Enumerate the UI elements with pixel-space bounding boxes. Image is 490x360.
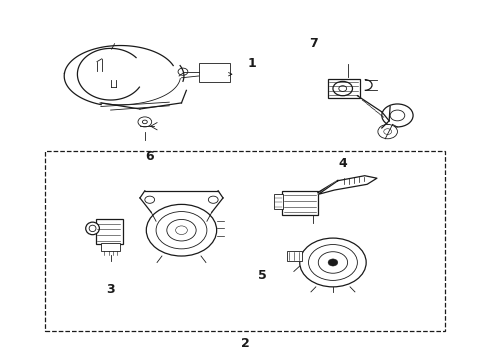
- Circle shape: [208, 196, 218, 203]
- Bar: [287, 251, 302, 261]
- Circle shape: [378, 125, 397, 139]
- Text: 4: 4: [339, 157, 347, 170]
- Bar: [274, 194, 283, 209]
- Circle shape: [382, 104, 413, 127]
- Text: 7: 7: [309, 37, 318, 50]
- Ellipse shape: [86, 222, 99, 235]
- Text: 5: 5: [258, 269, 267, 282]
- Bar: [45, 151, 445, 330]
- Bar: [282, 191, 319, 215]
- Text: 2: 2: [241, 337, 249, 350]
- Text: 6: 6: [146, 150, 154, 163]
- Circle shape: [145, 196, 155, 203]
- Circle shape: [328, 259, 338, 266]
- Bar: [328, 79, 360, 98]
- Text: 1: 1: [247, 57, 256, 70]
- Bar: [96, 220, 123, 244]
- Text: 3: 3: [106, 283, 115, 296]
- Circle shape: [300, 238, 366, 287]
- Bar: [101, 243, 121, 251]
- Circle shape: [147, 204, 217, 256]
- Bar: [198, 63, 230, 82]
- Polygon shape: [318, 176, 377, 194]
- Circle shape: [333, 81, 352, 96]
